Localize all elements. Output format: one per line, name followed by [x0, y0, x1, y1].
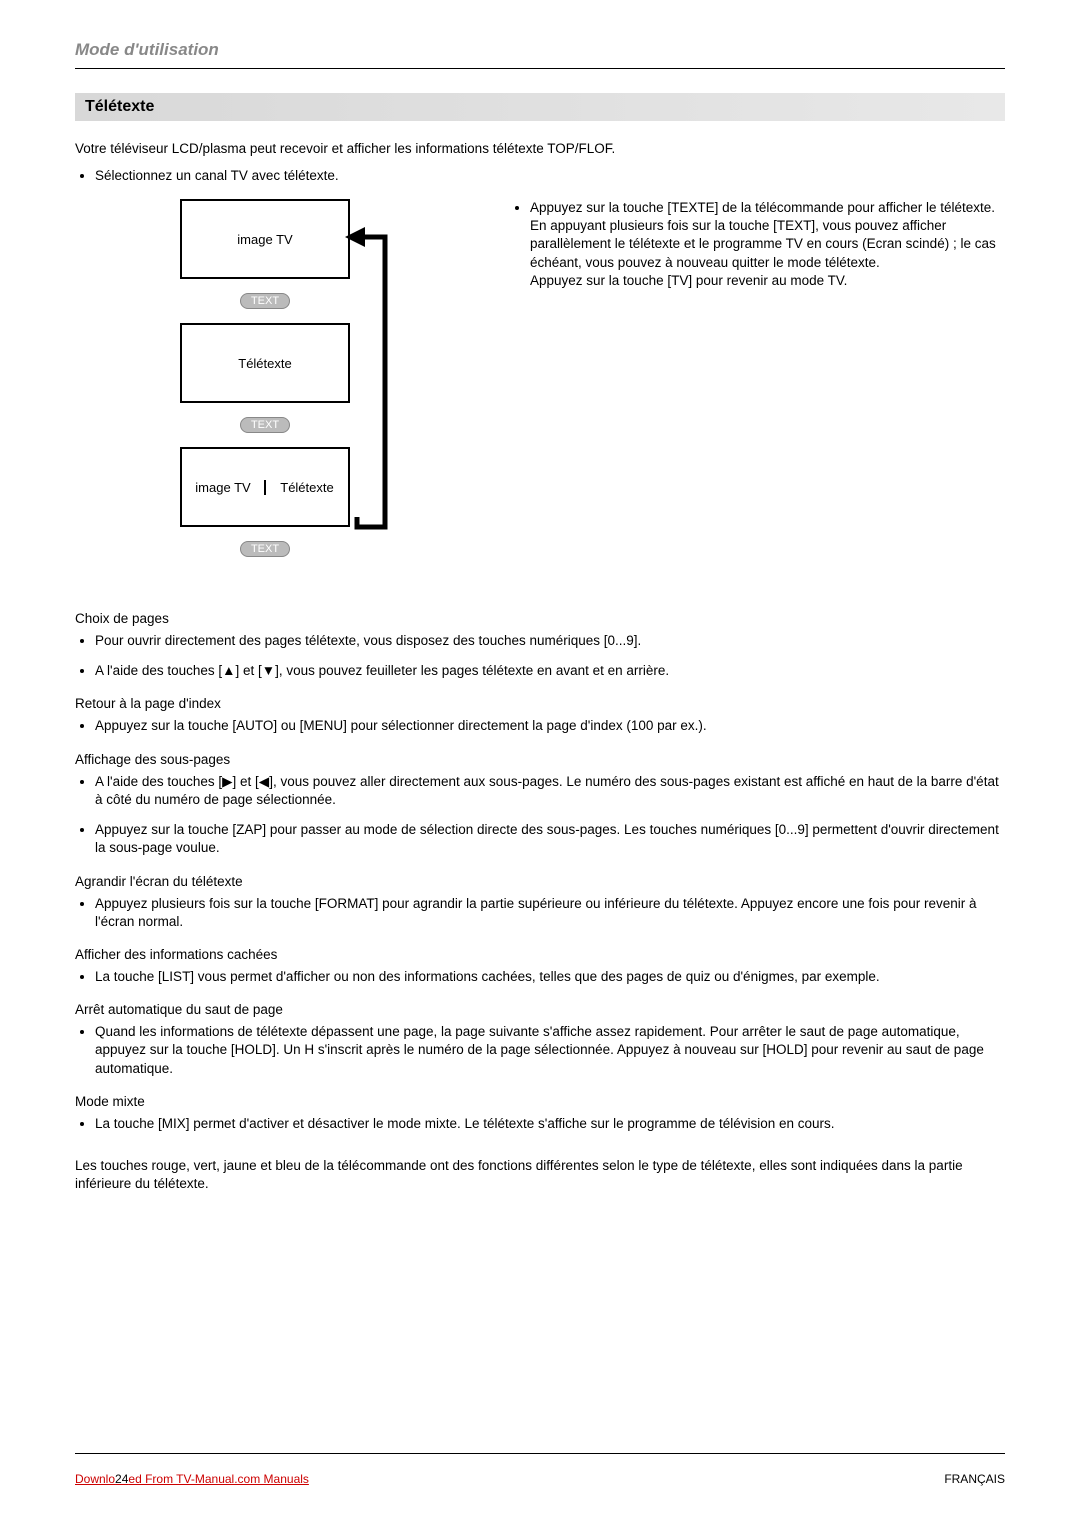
- subsection-title-7: Mode mixte: [75, 1094, 1005, 1109]
- list-s6: Quand les informations de télétexte dépa…: [95, 1023, 1005, 1078]
- list-s4: Appuyez plusieurs fois sur la touche [FO…: [95, 895, 1005, 931]
- diagram-box-3-right: Télétexte: [266, 480, 348, 495]
- diagram-box-3-left: image TV: [182, 480, 266, 495]
- list-item: A l'aide des touches [▲] et [▼], vous po…: [95, 662, 1005, 680]
- list-item: Pour ouvrir directement des pages téléte…: [95, 632, 1005, 650]
- list-s1: Pour ouvrir directement des pages téléte…: [95, 632, 1005, 680]
- list-item: Appuyez sur la touche [AUTO] ou [MENU] p…: [95, 717, 1005, 735]
- diagram-box-1: image TV: [180, 199, 350, 279]
- right-para-2: Appuyez sur la touche [TV] pour revenir …: [530, 273, 847, 288]
- right-para-1: Appuyez sur la touche [TEXTE] de la télé…: [530, 200, 996, 270]
- list-item: La touche [MIX] permet d'activer et désa…: [95, 1115, 1005, 1133]
- subsection-title-5: Afficher des informations cachées: [75, 947, 1005, 962]
- subsection-title-3: Affichage des sous-pages: [75, 752, 1005, 767]
- list-item: La touche [LIST] vous permet d'afficher …: [95, 968, 1005, 986]
- list-s3: A l'aide des touches [▶] et [◀], vous po…: [95, 773, 1005, 858]
- list-item: Quand les informations de télétexte dépa…: [95, 1023, 1005, 1078]
- subsection-title-4: Agrandir l'écran du télétexte: [75, 874, 1005, 889]
- footer-left-pre: Downlo: [75, 1472, 115, 1486]
- diagram: image TV TEXT Télétexte TEXT image TV Té…: [180, 199, 390, 571]
- top-bullet-item: Sélectionnez un canal TV avec télétexte.: [95, 168, 1005, 183]
- diagram-box-3: image TV Télétexte: [180, 447, 350, 527]
- subsection-title-1: Choix de pages: [75, 611, 1005, 626]
- list-s7: La touche [MIX] permet d'activer et désa…: [95, 1115, 1005, 1133]
- footer-language: FRANÇAIS: [944, 1472, 1005, 1486]
- right-column: Appuyez sur la touche [TEXTE] de la télé…: [510, 199, 1005, 290]
- intro-text: Votre téléviseur LCD/plasma peut recevoi…: [75, 141, 1005, 156]
- footer-link[interactable]: Downlo24ed From TV-Manual.com Manuals: [75, 1472, 309, 1486]
- page-number: 24: [115, 1472, 128, 1486]
- section-header: Télétexte: [75, 93, 1005, 121]
- diagram-row: image TV TEXT Télétexte TEXT image TV Té…: [75, 199, 1005, 571]
- diagram-box-2: Télétexte: [180, 323, 350, 403]
- top-rule: [75, 68, 1005, 69]
- subsection-title-6: Arrêt automatique du saut de page: [75, 1002, 1005, 1017]
- list-item: A l'aide des touches [▶] et [◀], vous po…: [95, 773, 1005, 809]
- text-label-2: TEXT: [240, 417, 290, 433]
- list-s5: La touche [LIST] vous permet d'afficher …: [95, 968, 1005, 986]
- subsection-title-2: Retour à la page d'index: [75, 696, 1005, 711]
- list-item: Appuyez sur la touche [ZAP] pour passer …: [95, 821, 1005, 857]
- closing-paragraph: Les touches rouge, vert, jaune et bleu d…: [75, 1157, 1005, 1193]
- list-s2: Appuyez sur la touche [AUTO] ou [MENU] p…: [95, 717, 1005, 735]
- text-label-1: TEXT: [240, 293, 290, 309]
- breadcrumb: Mode d'utilisation: [75, 40, 1005, 60]
- footer-left-post: ed From TV-Manual.com Manuals: [128, 1472, 309, 1486]
- list-item: Appuyez plusieurs fois sur la touche [FO…: [95, 895, 1005, 931]
- text-label-3: TEXT: [240, 541, 290, 557]
- footer-rule: [75, 1453, 1005, 1454]
- cycle-arrow: [345, 227, 400, 547]
- footer: Downlo24ed From TV-Manual.com Manuals FR…: [75, 1453, 1005, 1486]
- right-bullet-item: Appuyez sur la touche [TEXTE] de la télé…: [530, 199, 1005, 290]
